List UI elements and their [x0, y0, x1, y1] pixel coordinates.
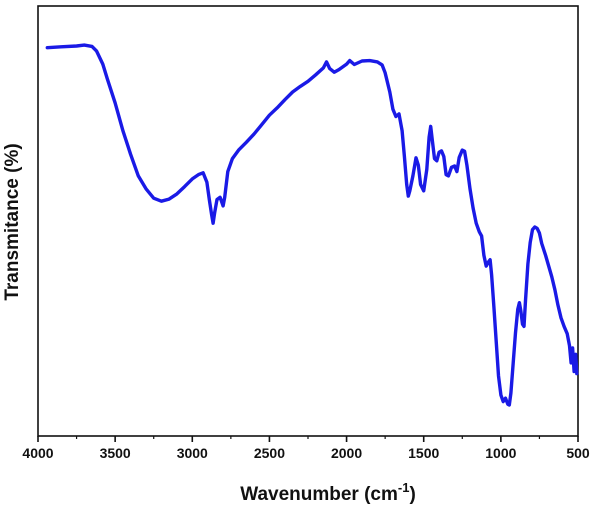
x-tick-label: 1500: [408, 445, 439, 461]
x-tick-label: 3000: [177, 445, 208, 461]
x-tick-label: 3500: [100, 445, 131, 461]
x-tick-label: 2500: [254, 445, 285, 461]
x-axis-title-superscript: -1: [398, 480, 410, 495]
x-axis-tick-labels: 4000 3500 3000 2500 2000 1500 1000 500: [22, 445, 589, 461]
spectrum-line: [45, 43, 579, 407]
x-axis-ticks: [37, 436, 579, 442]
x-tick-label: 500: [566, 445, 590, 461]
y-axis-title: Transmitance (%): [2, 143, 23, 300]
x-tick-label: 1000: [485, 445, 516, 461]
x-tick-label: 2000: [331, 445, 362, 461]
x-tick-label: 4000: [22, 445, 53, 461]
x-axis-title: Wavenumber (cm-1): [240, 480, 416, 505]
